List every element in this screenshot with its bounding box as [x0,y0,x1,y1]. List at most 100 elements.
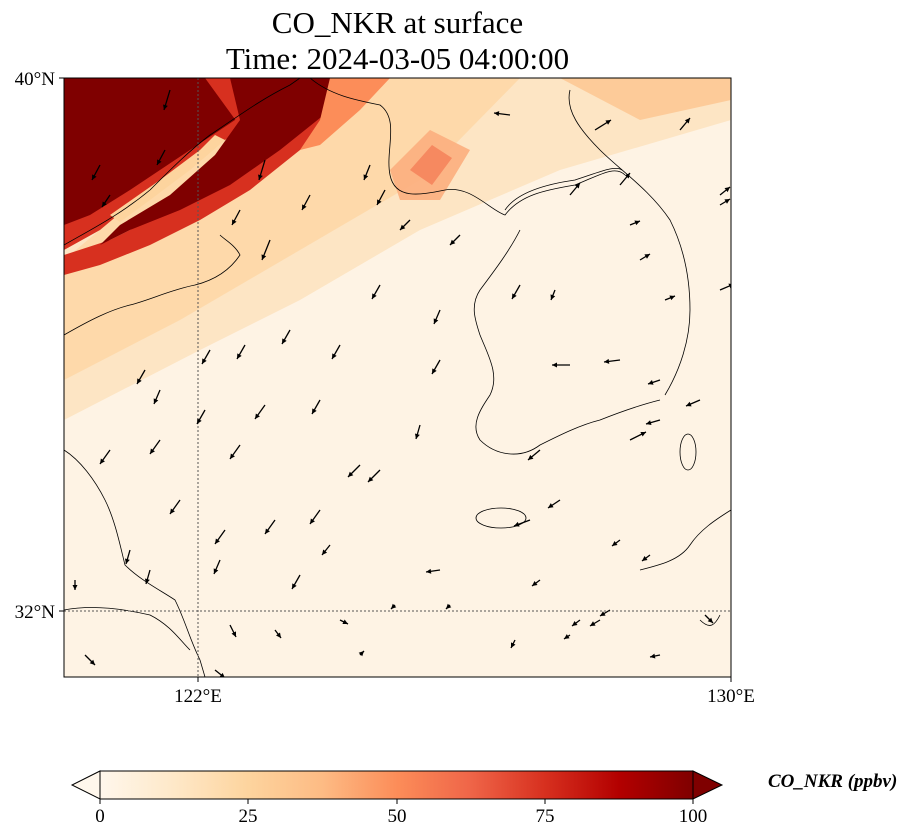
wind-arrowhead [232,219,237,225]
colorbar-label: CO_NKR (ppbv) [768,771,898,792]
wind-arrowhead [650,653,656,659]
wind-arrowhead [634,220,640,226]
wind-arrowhead [528,454,534,460]
lat-tick-label: 40°N [15,69,56,90]
wind-arrowhead [552,362,557,368]
wind-arrowhead [202,358,207,364]
wind-arrowhead [572,621,578,626]
wind-arrowhead [426,568,432,574]
lon-tick-label: 122°E [174,686,222,707]
wind-arrowhead [215,538,220,544]
wind-arrowhead [574,183,580,189]
colorbar-tick-label: 100 [679,806,708,827]
wind-arrowhead [163,104,168,110]
wind-arrowhead [446,603,452,609]
wind-arrowhead [550,294,556,300]
wind-arrowhead [124,558,130,564]
wind-arrowhead [368,476,374,482]
wind-arrowhead [612,541,618,546]
wind-arrowhead [348,471,354,477]
wind-arrowhead [237,353,242,359]
coastlines [64,78,731,677]
lat-tick-label: 32°N [15,602,56,623]
wind-arrowhead [312,408,317,414]
wind-arrowhead [372,293,377,299]
axis-ticks [59,77,732,682]
colorbar-tick-label: 75 [536,806,555,827]
wind-arrowhead [400,224,406,230]
wind-arrowhead [342,619,348,624]
wind-arrowhead [686,401,692,407]
wind-arrowhead [322,549,328,555]
wind-arrowhead [197,418,202,424]
wind-arrowhead [219,672,225,677]
wind-arrowhead [644,254,650,259]
wind-arrowhead [669,295,675,301]
wind-arrowhead [157,159,162,165]
colorbar: 0 25 50 75 100 [70,770,724,827]
wind-arrowhead [255,413,260,419]
colorbar-low-extend [70,770,101,800]
wind-arrowhead [258,174,263,180]
wind-arrowhead [261,254,267,260]
wind-arrowhead [514,521,520,527]
map-subtitle-time: Time: 2024-03-05 04:00:00 [225,41,570,76]
wind-arrowhead [605,120,611,125]
wind-arrowhead [332,353,337,359]
wind-arrowhead [494,111,500,117]
wind-arrowhead [265,528,270,534]
wind-arrowhead [624,173,630,179]
wind-arrowhead [282,338,287,344]
wind-arrowhead [511,642,516,648]
wind-arrowhead [89,659,95,665]
colorbar-tick-label: 50 [388,806,407,827]
wind-arrowhead [391,603,397,609]
wind-arrowhead [532,581,538,586]
wind-arrowhead [642,556,648,561]
wind-arrowhead [231,631,236,637]
lon-tick-label: 130°E [707,686,755,707]
colorbar-high-extend [692,770,724,800]
wind-arrowhead [102,201,107,207]
wind-arrowhead [600,611,606,616]
wind-arrowhead [724,187,730,193]
wind-arrowhead [640,432,646,437]
wind-arrowhead [604,358,610,364]
colorbar-tick-label: 0 [95,806,105,827]
wind-arrowhead [153,398,159,404]
wind-arrowhead [564,634,570,639]
wind-arrowhead [707,617,713,623]
wind-arrowhead [170,508,175,514]
wind-arrowhead [728,283,731,289]
wind-arrow [719,284,731,291]
wind-arrowhead [363,174,369,180]
colorbar-tick-label: 25 [239,806,258,827]
wind-arrowhead [150,448,155,454]
map-title: CO_NKR at surface [271,5,524,40]
wind-arrowhead [213,568,219,574]
wind-arrowhead [450,239,456,245]
wind-arrowhead [433,318,439,324]
wind-arrowhead [72,585,78,590]
concentration-field [64,78,731,677]
wind-arrowhead [276,632,281,638]
wind-arrowhead [548,503,554,508]
colorbar-ramp [99,770,694,800]
wind-vectors [72,89,731,677]
wind-arrowhead [648,380,654,385]
gridlines [64,78,731,677]
wind-arrowhead [432,368,437,374]
map-frame [63,77,732,678]
wind-arrowhead [684,118,690,124]
wind-arrowhead [590,621,596,626]
wind-arrowhead [724,199,730,204]
wind-arrowhead [358,651,364,657]
wind-arrowhead [512,293,517,299]
wind-arrowhead [377,199,382,205]
wind-arrowhead [230,453,235,459]
wind-arrowhead [414,433,420,439]
wind-arrowhead [92,174,97,180]
wind-arrowhead [100,458,105,464]
wind-arrowhead [310,518,315,524]
